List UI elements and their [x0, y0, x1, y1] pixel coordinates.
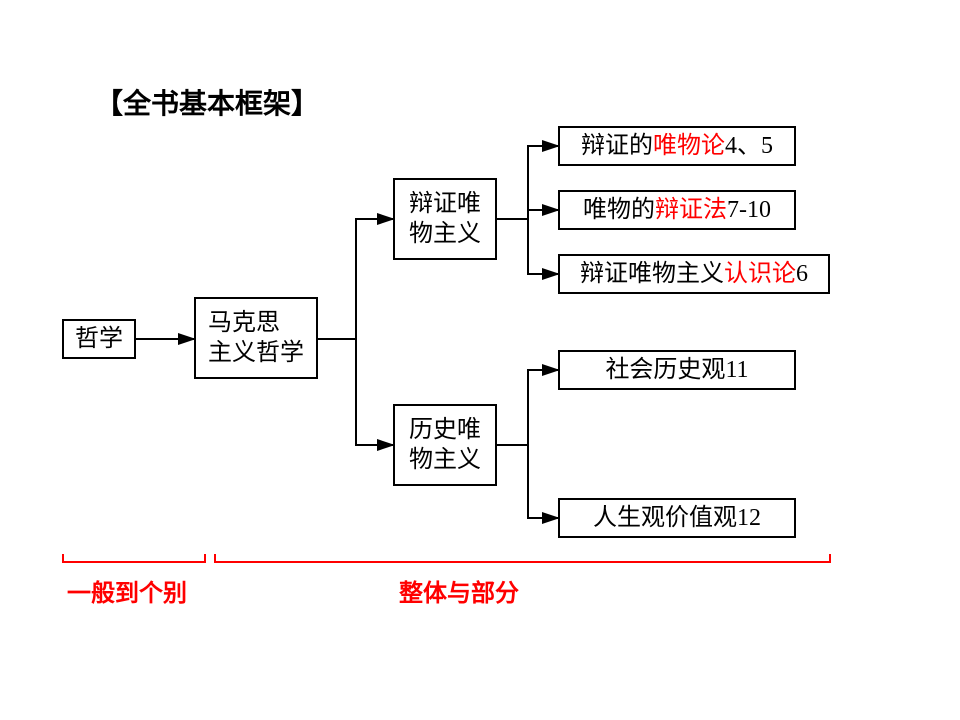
node-label: 辩证唯物主义认识论6 — [580, 259, 808, 289]
node-label: 哲学 — [75, 324, 123, 354]
node-leaf-5: 人生观价值观12 — [558, 498, 796, 538]
node-leaf-4: 社会历史观11 — [558, 350, 796, 390]
diagram-stage: 【全书基本框架】 哲学 马克思主义哲学 辩证唯物主义 历史唯物主义 辩证的唯物论… — [0, 0, 960, 720]
node-label: 社会历史观11 — [605, 355, 748, 385]
node-label: 辩证的唯物论4、5 — [581, 131, 773, 161]
node-historical-materialism: 历史唯物主义 — [393, 404, 497, 486]
label-general-particular: 一般到个别 — [67, 573, 187, 608]
node-leaf-2: 唯物的辩证法7-10 — [558, 190, 796, 230]
node-label: 人生观价值观12 — [593, 503, 761, 533]
node-label: 马克思主义哲学 — [208, 308, 304, 368]
node-label: 唯物的辩证法7-10 — [583, 195, 771, 225]
node-dialectical-materialism: 辩证唯物主义 — [393, 178, 497, 260]
node-marxist-philosophy: 马克思主义哲学 — [194, 297, 318, 379]
node-label: 历史唯物主义 — [409, 415, 481, 475]
diagram-title: 【全书基本框架】 — [95, 82, 319, 122]
label-whole-part: 整体与部分 — [399, 573, 519, 608]
node-philosophy: 哲学 — [62, 319, 136, 359]
node-leaf-1: 辩证的唯物论4、5 — [558, 126, 796, 166]
node-label: 辩证唯物主义 — [409, 189, 481, 249]
node-leaf-3: 辩证唯物主义认识论6 — [558, 254, 830, 294]
